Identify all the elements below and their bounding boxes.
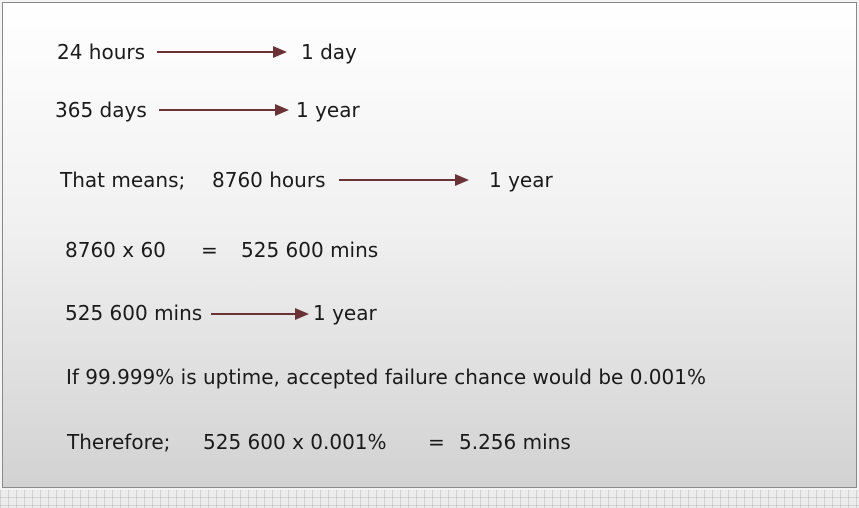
that-means-label: That means; [60, 168, 186, 192]
minutes-result-label: 525 600 mins [241, 238, 379, 262]
equals-sign: = [201, 238, 218, 262]
arrow-icon [211, 307, 309, 321]
arrow-icon [157, 45, 287, 59]
one-year-label: 1 year [489, 168, 553, 192]
hours-per-year-label: 8760 hours [212, 168, 326, 192]
grid-strip [0, 490, 859, 508]
multiplication-label: 8760 x 60 [65, 238, 166, 262]
downtime-calculation: 525 600 x 0.001% [203, 430, 387, 454]
equals-sign: = [428, 430, 445, 454]
hours-per-day-label: 24 hours [57, 40, 146, 64]
downtime-result: 5.256 mins [459, 430, 571, 454]
therefore-label: Therefore; [67, 430, 171, 454]
days-per-year-label: 365 days [55, 98, 147, 122]
minutes-per-year-label: 525 600 mins [65, 301, 203, 325]
slide-canvas: 24 hours 1 day 365 days 1 year That mean… [2, 2, 857, 488]
one-day-label: 1 day [301, 40, 357, 64]
uptime-statement: If 99.999% is uptime, accepted failure c… [66, 365, 706, 389]
arrow-icon [159, 103, 289, 117]
one-year-label: 1 year [313, 301, 377, 325]
one-year-label: 1 year [296, 98, 360, 122]
arrow-icon [339, 173, 469, 187]
